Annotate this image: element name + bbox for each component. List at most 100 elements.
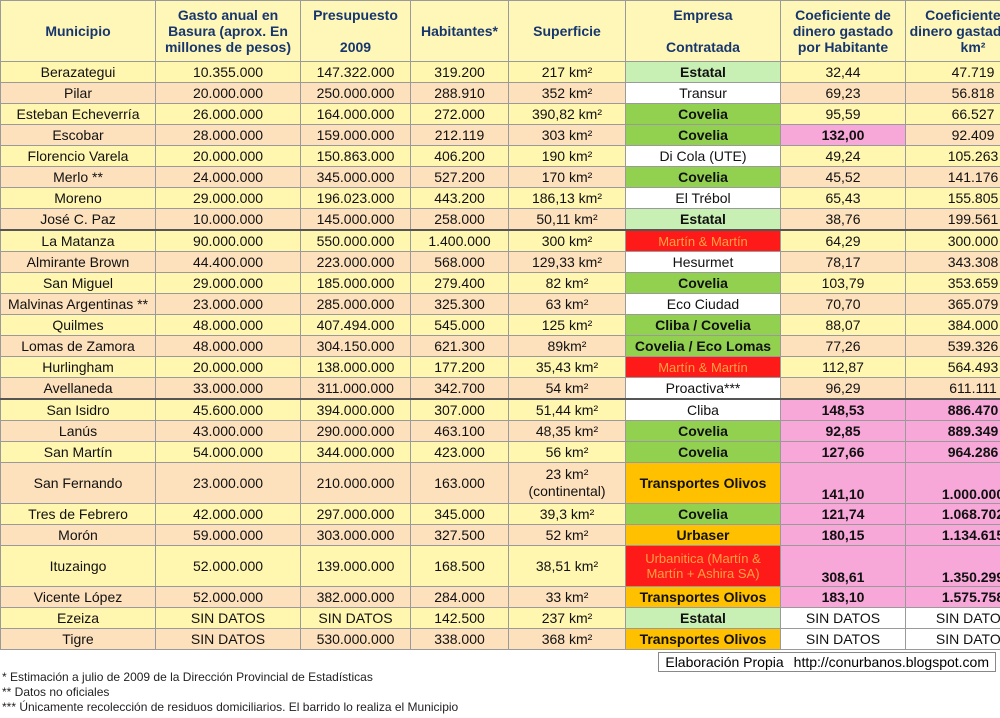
table-row: San Miguel 29.000.000 185.000.000 279.400 82…: [0, 272, 1000, 294]
table-row: Lomas de Zamora 48.000.000 304.150.000 621.…: [0, 335, 1000, 357]
table-cell: 20.000.000: [155, 145, 301, 167]
table-cell: SIN DATOS: [780, 607, 906, 629]
table-row: Tres de Febrero 42.000.000 297.000.000 345.…: [0, 503, 1000, 525]
table-cell: Escobar: [0, 124, 156, 146]
table-cell: 148,53: [780, 398, 906, 421]
table-cell: 384.000: [905, 314, 1000, 336]
table-cell: 311.000.000: [300, 377, 411, 400]
table-cell: 217 km²: [508, 61, 626, 83]
table-cell: 344.000.000: [300, 441, 411, 463]
credit-url: http://conurbanos.blogspot.com: [793, 654, 989, 670]
table-cell: 303 km²: [508, 124, 626, 146]
table-cell: Transportes Olivos: [625, 462, 781, 504]
table-cell: 10.355.000: [155, 61, 301, 83]
table-cell: 463.100: [410, 420, 509, 442]
table-cell: El Trébol: [625, 187, 781, 209]
table-cell: Covelia / Eco Lomas: [625, 335, 781, 357]
table-cell: 24.000.000: [155, 166, 301, 188]
table-cell: 51,44 km²: [508, 398, 626, 421]
table-cell: 186,13 km²: [508, 187, 626, 209]
table-cell: 406.200: [410, 145, 509, 167]
table-cell: 564.493: [905, 356, 1000, 378]
table-cell: 530.000.000: [300, 628, 411, 650]
table-cell: Eco Ciudad: [625, 293, 781, 315]
table-cell: 568.000: [410, 251, 509, 273]
header-row: Municipio Gasto anual en Basura (aprox. E…: [0, 0, 1000, 62]
table-cell: 23.000.000: [155, 293, 301, 315]
table-row: San Fernando 23.000.000 210.000.000 163.000…: [0, 462, 1000, 504]
table-cell: 343.308: [905, 251, 1000, 273]
table-cell: 1.575.758: [905, 586, 1000, 608]
column-header: Gasto anual en Basura (aprox. En millone…: [155, 0, 301, 62]
table-cell: 288.910: [410, 82, 509, 104]
table-cell: 45,52: [780, 166, 906, 188]
data-table: Municipio Gasto anual en Basura (aprox. E…: [0, 0, 1000, 650]
table-cell: Proactiva***: [625, 377, 781, 400]
table-cell: Tres de Febrero: [0, 503, 156, 525]
table-cell: 423.000: [410, 441, 509, 463]
table-cell: 69,23: [780, 82, 906, 104]
table-cell: 345.000: [410, 503, 509, 525]
table-cell: Covelia: [625, 103, 781, 125]
table-cell: 964.286: [905, 441, 1000, 463]
table-cell: Merlo **: [0, 166, 156, 188]
table-cell: Covelia: [625, 272, 781, 294]
table-cell: Pilar: [0, 82, 156, 104]
table-cell: Covelia: [625, 441, 781, 463]
column-header: Presupuesto 2009: [300, 0, 411, 62]
table-cell: 92,85: [780, 420, 906, 442]
table-cell: Covelia: [625, 166, 781, 188]
column-header: Empresa Contratada: [625, 0, 781, 62]
table-cell: 443.200: [410, 187, 509, 209]
table-cell: 54.000.000: [155, 441, 301, 463]
table-cell: 65,43: [780, 187, 906, 209]
table-cell: San Isidro: [0, 398, 156, 421]
footnote: ** Datos no oficiales: [2, 685, 110, 699]
table-cell: 545.000: [410, 314, 509, 336]
table-cell: 390,82 km²: [508, 103, 626, 125]
table-cell: Cliba: [625, 398, 781, 421]
table-cell: Almirante Brown: [0, 251, 156, 273]
table-cell: 382.000.000: [300, 586, 411, 608]
table-cell: 290.000.000: [300, 420, 411, 442]
table-cell: 223.000.000: [300, 251, 411, 273]
table-cell: 52.000.000: [155, 586, 301, 608]
table-cell: 342.700: [410, 377, 509, 400]
table-row: San Isidro 45.600.000 394.000.000 307.000 51…: [0, 398, 1000, 421]
table-cell: Estatal: [625, 61, 781, 83]
table-cell: Malvinas Argentinas **: [0, 293, 156, 315]
table-cell: 164.000.000: [300, 103, 411, 125]
table-cell: 307.000: [410, 398, 509, 421]
table-cell: 180,15: [780, 524, 906, 546]
table-cell: SIN DATOS: [905, 607, 1000, 629]
table-cell: 56.818: [905, 82, 1000, 104]
table-cell: Esteban Echeverría: [0, 103, 156, 125]
table-cell: 394.000.000: [300, 398, 411, 421]
table-cell: 345.000.000: [300, 166, 411, 188]
table-cell: 49,24: [780, 145, 906, 167]
table-row: Esteban Echeverría 26.000.000 164.000.000 2…: [0, 103, 1000, 125]
table-cell: San Martín: [0, 441, 156, 463]
table-cell: 29.000.000: [155, 272, 301, 294]
table-row: Quilmes 48.000.000 407.494.000 545.000 125 k…: [0, 314, 1000, 336]
table-row: San Martín 54.000.000 344.000.000 423.000 56…: [0, 441, 1000, 463]
table-cell: Covelia: [625, 124, 781, 146]
table-cell: 42.000.000: [155, 503, 301, 525]
table-cell: 138.000.000: [300, 356, 411, 378]
table-cell: 26.000.000: [155, 103, 301, 125]
table-row: Moreno 29.000.000 196.023.000 443.200 186,13…: [0, 187, 1000, 209]
table-cell: 212.119: [410, 124, 509, 146]
table-row: Hurlingham 20.000.000 138.000.000 177.200 35…: [0, 356, 1000, 378]
table-cell: 250.000.000: [300, 82, 411, 104]
table-cell: Transur: [625, 82, 781, 104]
table-cell: 28.000.000: [155, 124, 301, 146]
table-cell: 23.000.000: [155, 462, 301, 504]
table-cell: 210.000.000: [300, 462, 411, 504]
table-cell: Covelia: [625, 503, 781, 525]
table-cell: 78,17: [780, 251, 906, 273]
table-cell: 38,51 km²: [508, 545, 626, 587]
table-cell: Berazategui: [0, 61, 156, 83]
table-row: Escobar 28.000.000 159.000.000 212.119 303 k…: [0, 124, 1000, 146]
table-cell: Transportes Olivos: [625, 586, 781, 608]
table-cell: 56 km²: [508, 441, 626, 463]
